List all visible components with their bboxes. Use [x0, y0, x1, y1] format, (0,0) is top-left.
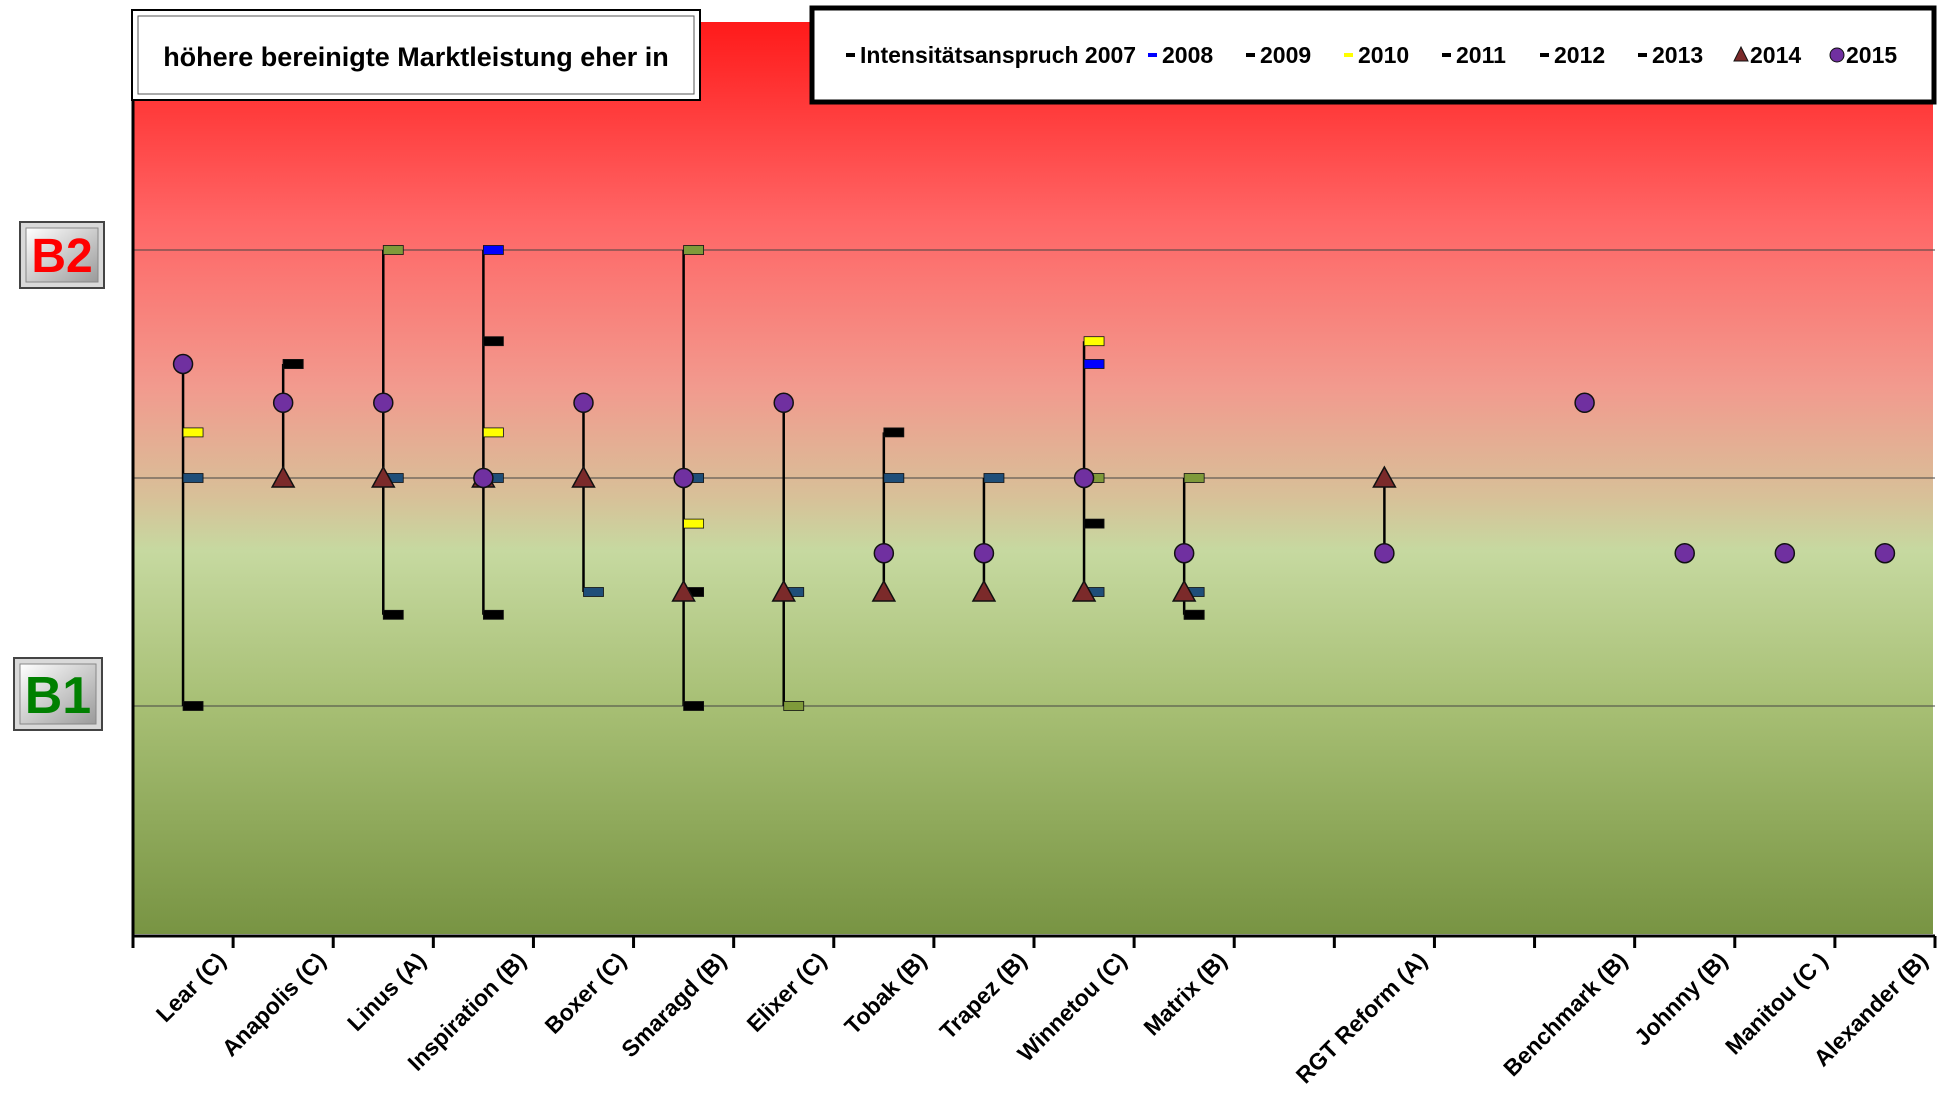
- legend: Intensitätsanspruch 2007 2008 2009 2010 2011…: [809, 5, 1937, 105]
- legend-swatch: [846, 53, 855, 57]
- legend-label: Intensitätsanspruch 2007: [860, 42, 1136, 68]
- legend-label: 2008: [1162, 42, 1213, 68]
- dash-mark: [482, 609, 504, 620]
- x-tick-label: Smaragd (B): [616, 947, 731, 1062]
- triangle-mark: [771, 579, 796, 602]
- b2-label: B2: [31, 230, 92, 283]
- circle-mark: [873, 542, 895, 564]
- dash-mark: [1083, 359, 1105, 369]
- dash-mark: [1083, 336, 1105, 347]
- circle-mark: [1073, 467, 1095, 489]
- circle-mark: [1574, 392, 1595, 414]
- circle-mark: [1173, 542, 1195, 564]
- triangle-mark: [571, 465, 596, 488]
- circle-mark: [1774, 542, 1796, 564]
- y-band-label-b1: B1: [13, 657, 103, 731]
- legend-label: 2012: [1554, 42, 1605, 68]
- dash-mark: [1183, 609, 1205, 620]
- legend-swatch: [1246, 53, 1255, 57]
- legend-label: 2009: [1260, 42, 1311, 68]
- dash-mark: [683, 701, 705, 711]
- legend-swatch: [1638, 53, 1647, 57]
- dash-mark: [482, 427, 504, 438]
- dash-mark: [182, 427, 204, 438]
- dash-mark: [1083, 518, 1105, 529]
- circle-mark: [673, 467, 694, 489]
- x-tick-label: Manitou (C ): [1720, 947, 1832, 1059]
- x-tick-label: Benchmark (B): [1498, 947, 1632, 1081]
- triangle-mark: [671, 579, 696, 602]
- legend-swatch: [1540, 53, 1549, 57]
- triangle-mark: [1071, 579, 1097, 602]
- b1-label: B1: [25, 667, 91, 725]
- circle-mark: [172, 353, 194, 375]
- circle-mark: [1674, 542, 1695, 564]
- legend-swatch: [1733, 45, 1749, 62]
- triangle-mark: [871, 579, 897, 602]
- legend-label: 2010: [1358, 42, 1409, 68]
- x-tick-label: Trapez (B): [935, 947, 1032, 1044]
- circle-mark: [1374, 542, 1395, 564]
- legend-label: 2014: [1750, 42, 1801, 68]
- circle-mark: [272, 392, 294, 414]
- dash-mark: [1183, 473, 1205, 483]
- legend-swatch: [1442, 53, 1451, 57]
- dash-mark: [983, 473, 1005, 483]
- triangle-mark: [371, 465, 396, 488]
- dash-mark: [883, 427, 905, 438]
- dash-mark: [583, 587, 604, 597]
- circle-mark: [1874, 542, 1896, 564]
- legend-swatch: [1829, 47, 1845, 63]
- dash-mark: [282, 359, 304, 369]
- gridlines: [133, 249, 1935, 707]
- circle-mark: [773, 392, 794, 414]
- legend-swatch: [1148, 53, 1157, 57]
- x-tick-label: Linus (A): [342, 947, 431, 1036]
- x-tick-label: Tobak (B): [839, 947, 931, 1039]
- circle-mark: [573, 392, 594, 414]
- x-tick-label: Boxer (C): [540, 947, 632, 1039]
- triangle-mark: [1372, 465, 1397, 488]
- dash-mark: [683, 518, 705, 529]
- x-tick-label: Lear (C): [151, 947, 231, 1027]
- x-tick-label: Johnny (B): [1629, 947, 1732, 1050]
- dash-mark: [182, 701, 204, 711]
- triangle-mark: [270, 465, 296, 488]
- dash-mark: [182, 473, 204, 483]
- range-lines: [181, 250, 1386, 706]
- legend-swatch: [1344, 53, 1353, 57]
- x-tick-label: RGT Reform (A): [1291, 947, 1432, 1088]
- circle-mark: [473, 467, 494, 489]
- circle-mark: [373, 392, 394, 414]
- x-tick-label: Anapolis (C): [217, 947, 331, 1061]
- triangle-mark: [971, 579, 997, 602]
- x-tick-labels: Lear (C)Anapolis (C) Linus (A)Inspiration…: [151, 947, 1933, 1088]
- dash-mark: [783, 701, 805, 711]
- dash-mark: [482, 336, 504, 347]
- dash-mark: [382, 609, 404, 620]
- x-tick-label: Elixer (C): [742, 947, 832, 1037]
- x-tick-label: Matrix (B): [1138, 947, 1231, 1040]
- legend-label: 2013: [1652, 42, 1703, 68]
- circle-mark: [973, 542, 995, 564]
- data-marks: [172, 245, 1896, 711]
- x-ticks: [131, 936, 1937, 948]
- dash-mark: [482, 245, 504, 255]
- dash-mark: [683, 245, 705, 255]
- y-band-label-b2: B2: [19, 221, 105, 289]
- legend-label: 2011: [1456, 42, 1506, 68]
- dash-mark: [382, 245, 404, 255]
- dash-mark: [883, 473, 905, 483]
- title-box: höhere bereinigte Marktleistung eher in: [131, 9, 701, 101]
- triangle-mark: [1171, 579, 1197, 602]
- legend-label: 2015: [1846, 42, 1897, 68]
- chart-title: höhere bereinigte Marktleistung eher in: [163, 42, 669, 72]
